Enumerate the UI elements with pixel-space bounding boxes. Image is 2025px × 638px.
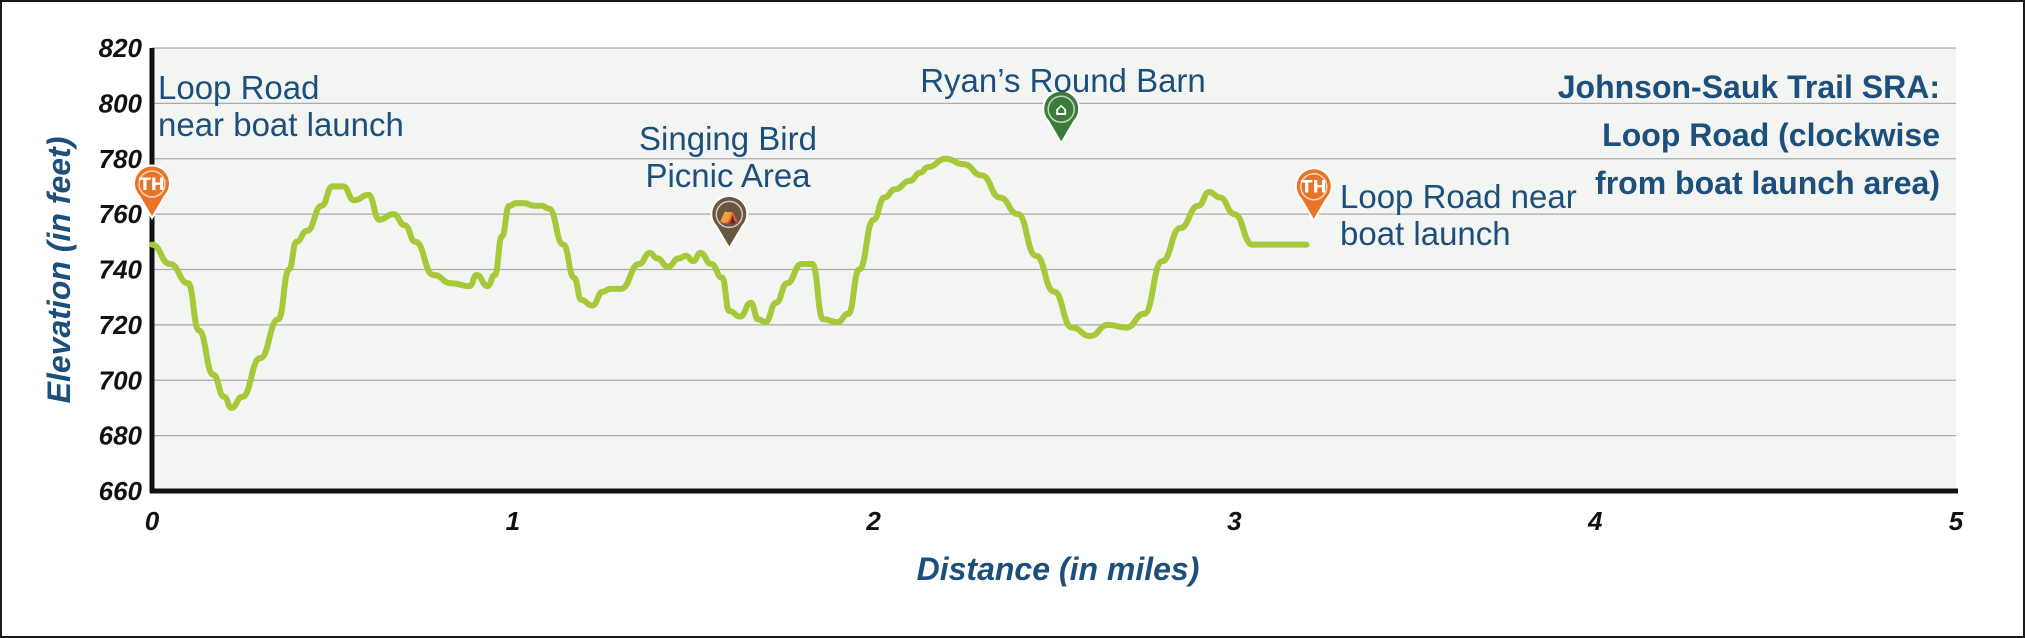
end-label-line-1: Loop Road near [1340, 178, 1577, 215]
elevation-series [149, 155, 1310, 411]
x-axis-title: Distance (in miles) [917, 551, 1200, 587]
x-tick-2: 2 [865, 506, 881, 536]
chart-title-line-1: Johnson-Sauk Trail SRA: [1558, 69, 1940, 105]
x-tick-3: 3 [1227, 506, 1242, 536]
barn-glyph: ⌂ [1055, 100, 1067, 120]
picnic-glyph: ⛺ [719, 205, 740, 225]
y-tick-780: 780 [99, 144, 143, 174]
y-tick-720: 720 [99, 310, 143, 340]
trailhead-end-glyph: TH [1301, 178, 1327, 198]
trailhead-start-glyph: TH [139, 175, 165, 195]
barn-label: Ryan’s Round Barn [920, 62, 1206, 99]
picnic-label-line-2: Picnic Area [645, 157, 811, 194]
y-axis-title: Elevation (in feet) [41, 137, 77, 404]
start-label-line-2: near boat launch [158, 106, 404, 143]
y-tick-700: 700 [99, 365, 143, 395]
x-tick-0: 0 [145, 506, 160, 536]
y-tick-680: 680 [99, 421, 143, 451]
picnic-pin-icon: ⛺ [710, 194, 749, 251]
x-tick-labels: 0 1 2 3 4 5 [145, 506, 1964, 536]
y-tick-760: 760 [99, 199, 143, 229]
end-label-line-2: boat launch [1340, 215, 1511, 252]
x-tick-1: 1 [506, 506, 520, 536]
y-tick-660: 660 [99, 476, 143, 506]
chart-title-line-2: Loop Road (clockwise [1602, 117, 1940, 153]
trailhead-start-pin-icon: TH [133, 164, 171, 220]
x-tick-5: 5 [1949, 506, 1964, 536]
y-tick-820: 820 [99, 33, 143, 63]
start-label-line-1: Loop Road [158, 69, 319, 106]
x-tick-4: 4 [1587, 506, 1603, 536]
waypoint-markers: TH ⛺ ⌂ TH [133, 89, 1333, 251]
y-tick-labels: 660 680 700 720 740 760 780 800 820 [99, 33, 143, 506]
barn-pin-icon: ⌂ [1042, 89, 1081, 146]
elevation-line-0 [149, 155, 1310, 411]
y-tick-800: 800 [99, 88, 143, 118]
picnic-label-line-1: Singing Bird [639, 120, 817, 157]
chart-title-line-3: from boat launch area) [1595, 165, 1940, 201]
trailhead-end-pin-icon: TH [1294, 167, 1333, 223]
y-tick-740: 740 [99, 255, 143, 285]
